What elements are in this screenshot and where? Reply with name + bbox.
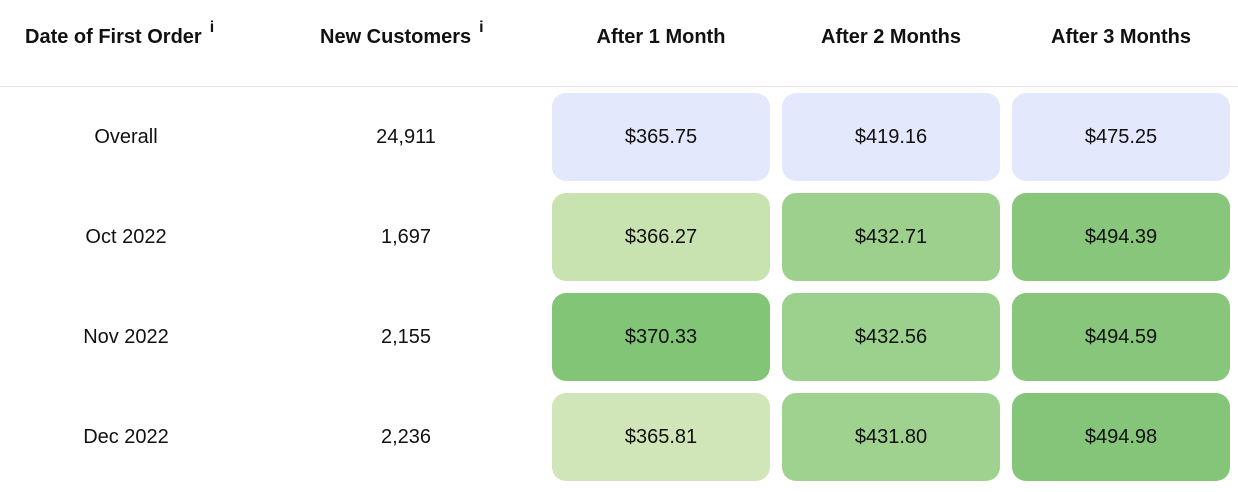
info-icon[interactable]: i [479,19,484,36]
value-cell-month-2: $419.16 [782,93,1000,181]
value-cell-month-1: $370.33 [552,293,770,381]
header-after-1-month: After 1 Month [596,26,726,48]
header-after-3-months: After 3 Months [1051,26,1191,48]
row-date: Dec 2022 [83,426,169,448]
header-label: Date of First Order [25,26,202,48]
row-new-customers: 2,236 [380,426,432,448]
header-label: New Customers [320,26,472,48]
table-row: Overall 24,911 $365.75 $419.16 $475.25 [0,93,1238,181]
value-cell-month-2: $431.80 [782,393,1000,481]
value-cell-month-1: $366.27 [552,193,770,281]
row-date: Oct 2022 [85,226,167,248]
value-cell-month-2: $432.71 [782,193,1000,281]
value-cell-month-3: $475.25 [1012,93,1230,181]
value-cell-month-3: $494.59 [1012,293,1230,381]
row-new-customers: 24,911 [376,126,436,148]
value-cell-month-2: $432.56 [782,293,1000,381]
table-header: Date of First Order i New Customers i Afte… [0,0,1238,87]
row-new-customers: 2,155 [380,326,432,348]
row-date: Overall [94,126,158,148]
table-row: Dec 2022 2,236 $365.81 $431.80 $494.98 [0,393,1238,481]
table-row: Nov 2022 2,155 $370.33 $432.56 $494.59 [0,293,1238,381]
info-icon[interactable]: i [209,19,215,36]
table-row: Oct 2022 1,697 $366.27 $432.71 $494.39 [0,193,1238,281]
row-new-customers: 1,697 [380,226,432,248]
header-new-customers: New Customers i [320,19,484,52]
value-cell-month-1: $365.81 [552,393,770,481]
header-after-2-months: After 2 Months [821,26,961,48]
header-date-of-first-order: Date of First Order i [25,19,215,52]
value-cell-month-3: $494.39 [1012,193,1230,281]
row-date: Nov 2022 [83,326,169,348]
value-cell-month-3: $494.98 [1012,393,1230,481]
value-cell-month-1: $365.75 [552,93,770,181]
